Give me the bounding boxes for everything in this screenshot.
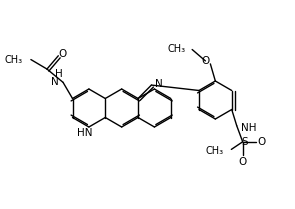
Text: H: H xyxy=(55,69,63,79)
Text: CH₃: CH₃ xyxy=(5,55,23,65)
Text: CH₃: CH₃ xyxy=(167,45,185,55)
Text: O: O xyxy=(201,56,209,66)
Text: N: N xyxy=(51,77,59,87)
Text: HN: HN xyxy=(77,128,92,138)
Text: O: O xyxy=(258,137,266,147)
Text: O: O xyxy=(58,49,66,59)
Text: S: S xyxy=(241,137,248,147)
Text: CH₃: CH₃ xyxy=(205,146,223,156)
Text: NH: NH xyxy=(241,123,256,133)
Text: O: O xyxy=(239,157,247,167)
Text: N: N xyxy=(155,79,163,89)
